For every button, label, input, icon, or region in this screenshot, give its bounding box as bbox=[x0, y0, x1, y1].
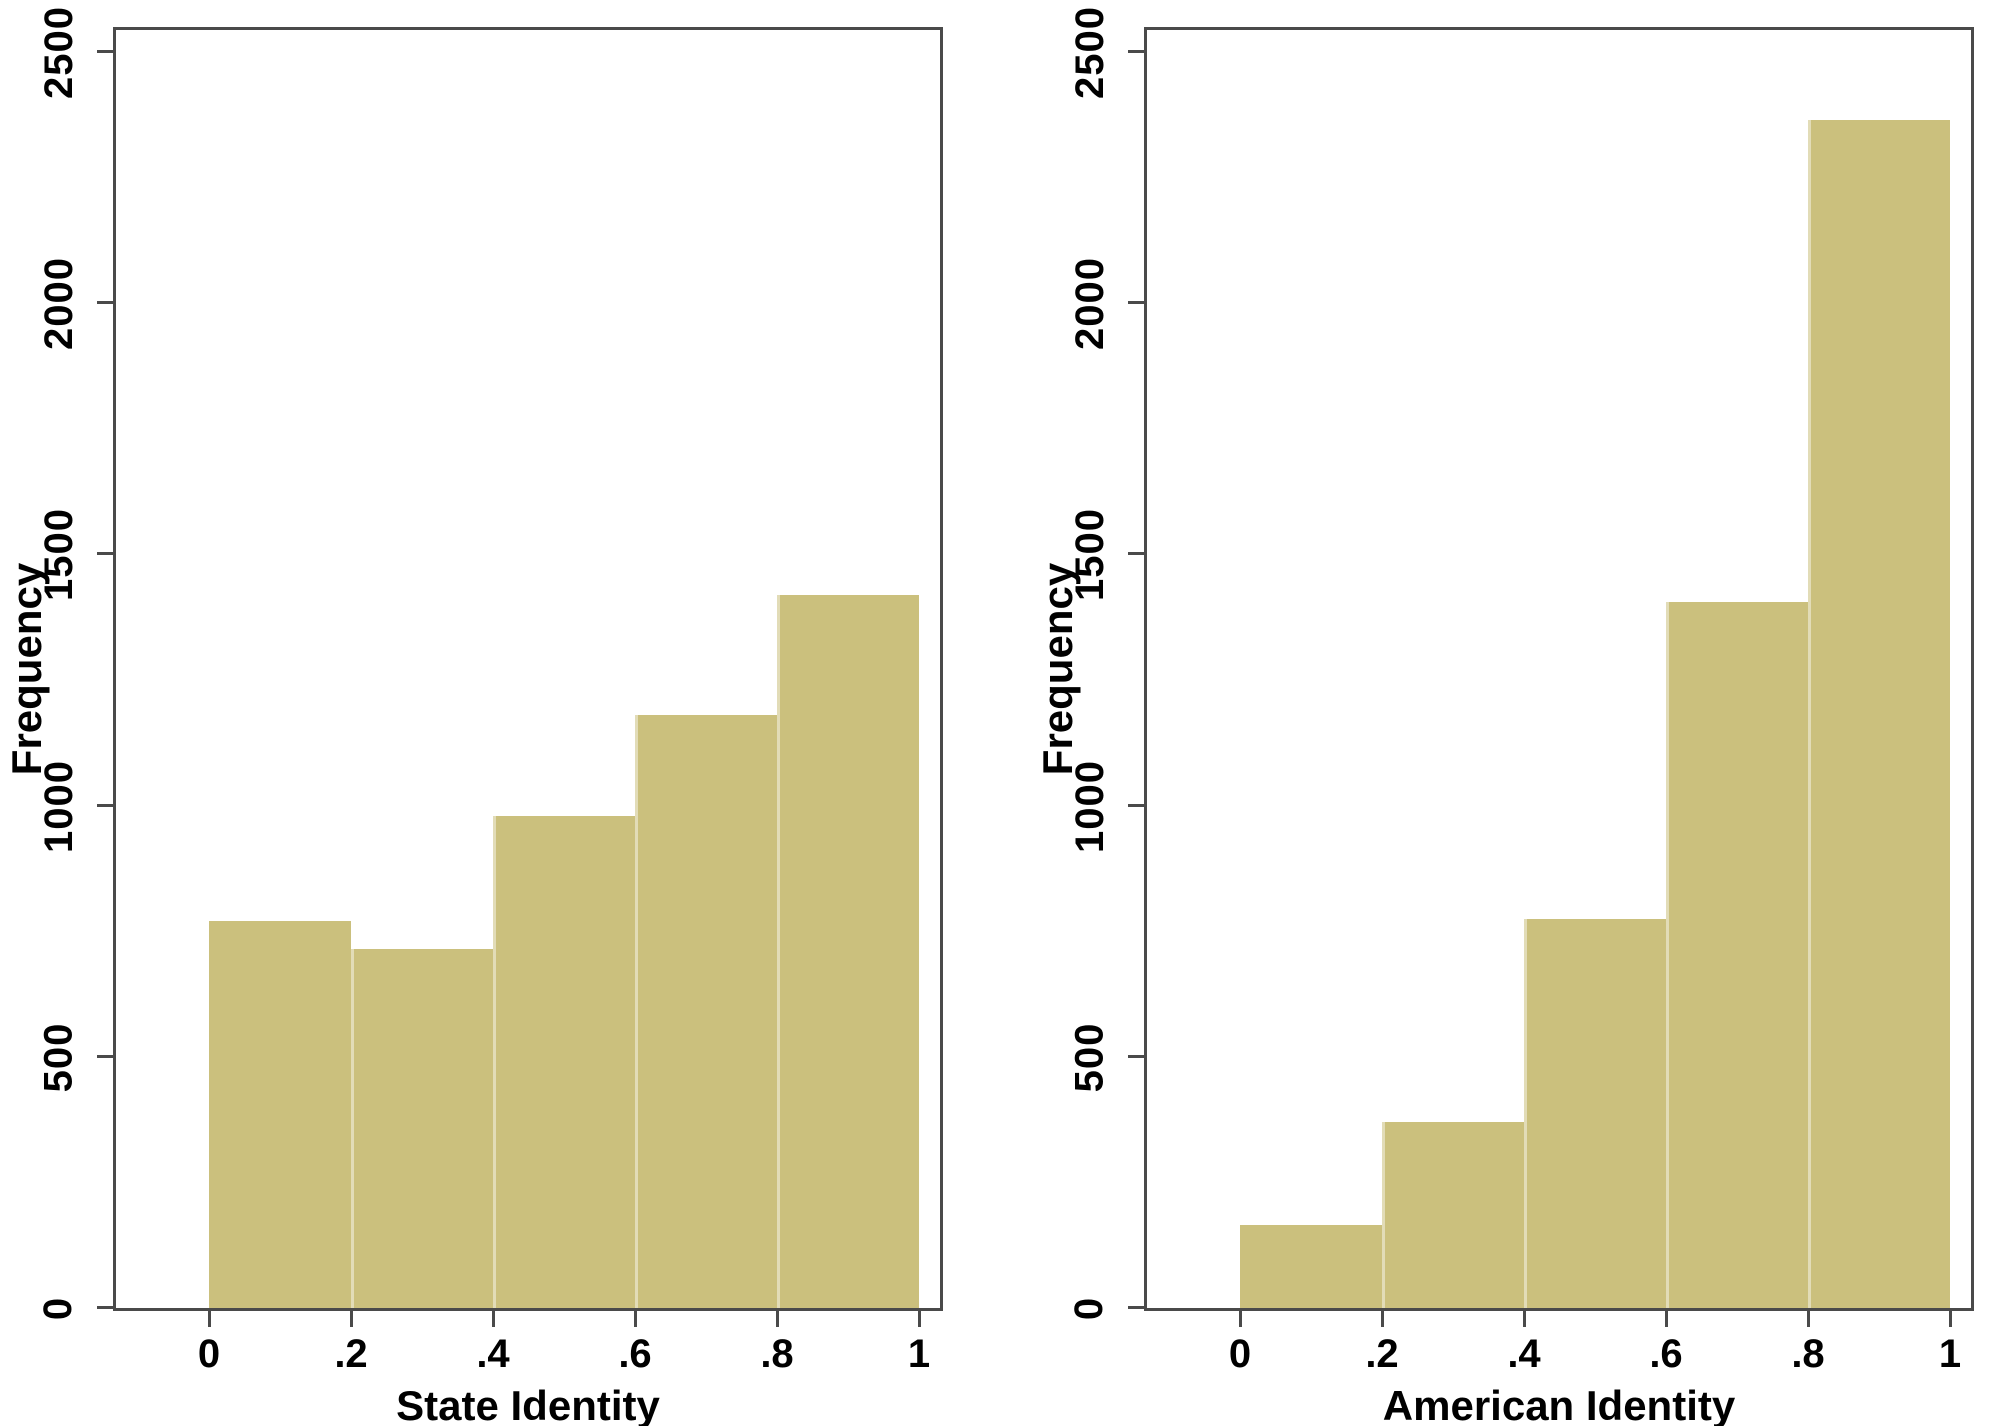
x-axis-title: American Identity bbox=[1382, 1382, 1736, 1426]
y-tick-label: 2500 bbox=[1067, 5, 1112, 99]
x-axis-tick bbox=[776, 1311, 779, 1327]
x-axis-tick bbox=[1807, 1311, 1810, 1327]
y-axis-tick bbox=[1128, 804, 1144, 807]
x-axis-tick bbox=[350, 1311, 353, 1327]
y-axis-tick bbox=[97, 50, 113, 53]
x-axis-tick bbox=[1523, 1311, 1526, 1327]
y-axis-title-wrap: Frequency bbox=[0, 30, 59, 1308]
y-axis-title: Frequency bbox=[1034, 562, 1081, 776]
x-tick-label: .8 bbox=[1791, 1332, 1825, 1376]
histogram-bar bbox=[1666, 602, 1808, 1308]
x-axis-tick bbox=[1949, 1311, 1952, 1327]
y-axis-tick bbox=[1128, 1306, 1144, 1309]
y-tick-label: 2500 bbox=[36, 5, 81, 99]
histogram-bar bbox=[1382, 1122, 1524, 1308]
histogram-bar bbox=[1240, 1225, 1382, 1308]
histogram-bar bbox=[1808, 120, 1950, 1308]
y-axis-tick bbox=[1128, 301, 1144, 304]
x-tick-label: .2 bbox=[1365, 1332, 1399, 1376]
histogram-bar bbox=[777, 595, 919, 1308]
histogram-bar bbox=[635, 715, 777, 1308]
histogram-bar bbox=[493, 816, 635, 1308]
plot-area: Frequency State Identity 0 500 1000 1500 200… bbox=[3, 6, 943, 1426]
y-tick-label: 2000 bbox=[36, 256, 81, 350]
y-tick-label: 0 bbox=[36, 1296, 81, 1320]
x-tick-label: 1 bbox=[907, 1332, 931, 1376]
x-tick-label: 1 bbox=[1938, 1332, 1962, 1376]
x-tick-label: 0 bbox=[1228, 1332, 1252, 1376]
y-axis-tick bbox=[1128, 50, 1144, 53]
histogram-bar bbox=[1524, 919, 1666, 1308]
x-axis-tick bbox=[1665, 1311, 1668, 1327]
x-axis-tick bbox=[918, 1311, 921, 1327]
y-axis-tick bbox=[97, 1055, 113, 1058]
x-axis-tick bbox=[1381, 1311, 1384, 1327]
x-axis-title: State Identity bbox=[396, 1382, 660, 1426]
y-axis-tick bbox=[97, 1306, 113, 1309]
y-axis-tick bbox=[97, 804, 113, 807]
histogram-bar bbox=[209, 921, 351, 1308]
y-tick-label: 500 bbox=[1067, 1022, 1112, 1092]
y-tick-label: 2000 bbox=[1067, 256, 1112, 350]
y-axis-title-wrap: Frequency bbox=[1026, 30, 1090, 1308]
x-axis-tick bbox=[208, 1311, 211, 1327]
y-axis-tick bbox=[1128, 1055, 1144, 1058]
x-tick-label: .6 bbox=[618, 1332, 652, 1376]
y-tick-label: 0 bbox=[1067, 1296, 1112, 1320]
x-tick-label: .6 bbox=[1649, 1332, 1683, 1376]
y-tick-label: 1500 bbox=[1067, 507, 1112, 601]
y-tick-label: 1500 bbox=[36, 507, 81, 601]
x-tick-label: .4 bbox=[1507, 1332, 1541, 1376]
x-axis-tick bbox=[1239, 1311, 1242, 1327]
y-tick-label: 1000 bbox=[1067, 759, 1112, 853]
y-tick-label: 1000 bbox=[36, 759, 81, 853]
x-tick-label: .2 bbox=[334, 1332, 368, 1376]
histogram-bar bbox=[351, 949, 493, 1308]
x-tick-label: 0 bbox=[197, 1332, 221, 1376]
y-tick-label: 500 bbox=[36, 1022, 81, 1092]
x-axis-tick bbox=[634, 1311, 637, 1327]
x-tick-label: .4 bbox=[476, 1332, 510, 1376]
x-tick-label: .8 bbox=[760, 1332, 794, 1376]
plot-area: Frequency American Identity 0 500 1000 1500… bbox=[1034, 6, 1974, 1426]
y-axis-tick bbox=[97, 552, 113, 555]
y-axis-tick bbox=[97, 301, 113, 304]
y-axis-title: Frequency bbox=[3, 562, 50, 776]
x-axis-tick bbox=[492, 1311, 495, 1327]
y-axis-tick bbox=[1128, 552, 1144, 555]
